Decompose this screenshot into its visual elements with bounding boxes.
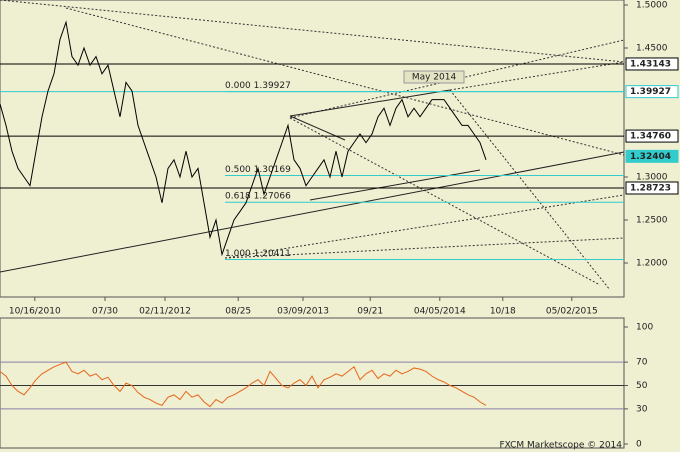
rsi-frame [0, 317, 625, 449]
x-tick-label: 08/25 [225, 307, 251, 317]
fib-label: 0.618 1.27066 [225, 192, 291, 202]
level-label: 1.28723 [630, 183, 671, 193]
level-label: 1.43143 [630, 59, 671, 69]
x-tick-label: 10/16/2010 [9, 307, 61, 317]
x-tick-label: 10/18 [490, 307, 516, 317]
annotation: May 2014 [412, 73, 457, 83]
y-tick-label: 1.2000 [636, 259, 668, 269]
y-tick-label: 100 [636, 323, 653, 333]
series-line [0, 361, 487, 408]
y-tick-label: 1.5000 [636, 0, 668, 10]
level-label: 1.32404 [630, 152, 671, 162]
level-box [625, 57, 679, 71]
y-tick-label: 0 [636, 440, 642, 450]
y-tick-label: 50 [636, 381, 648, 391]
x-tick-label: 03/09/2013 [277, 307, 329, 317]
trendlines [0, 0, 625, 291]
y-tick-label: 70 [636, 358, 648, 368]
level-box [625, 129, 679, 143]
fib-label: 0.000 1.39927 [225, 81, 291, 91]
y-tick-label: 1.3000 [636, 173, 668, 183]
x-tick-label: 09/21 [357, 307, 383, 317]
y-tick-label: 1.2500 [636, 216, 668, 226]
x-tick-label: 02/11/2012 [139, 307, 191, 317]
level-label: 1.39927 [630, 87, 671, 97]
x-tick-label: 05/02/2015 [546, 307, 598, 317]
y-tick-label: 30 [636, 404, 648, 414]
level-label: 1.34760 [630, 132, 671, 142]
annotation-box [403, 70, 465, 84]
price-frame [0, 0, 625, 298]
level-box [625, 181, 679, 195]
y-tick-label: 1.4500 [636, 43, 668, 53]
series-line [0, 20, 487, 257]
footer: FXCM Marketscope © 2014 [499, 441, 622, 451]
fib-label: 1.000 1.20411 [225, 249, 291, 259]
level-box [625, 149, 679, 163]
x-tick-label: 04/05/2014 [414, 307, 466, 317]
level-box [625, 85, 679, 99]
x-tick-label: 07/30 [92, 307, 118, 317]
